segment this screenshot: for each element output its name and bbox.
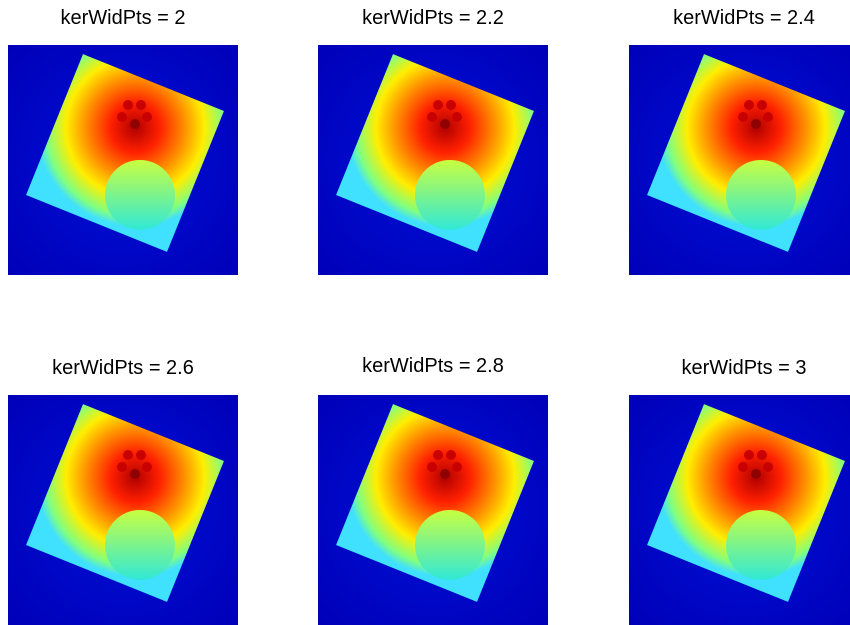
panel-title: kerWidPts = 2 <box>60 7 185 29</box>
image <box>318 45 548 275</box>
figure: kerWidPts = 2 kerWidPts = 2.2 kerWidPts … <box>0 0 850 625</box>
panel-title: kerWidPts = 2.8 <box>362 355 504 377</box>
image <box>8 45 238 275</box>
panel-title: kerWidPts = 2.2 <box>362 7 504 29</box>
panel-title: kerWidPts = 3 <box>681 357 806 379</box>
panel-title: kerWidPts = 2.6 <box>52 357 194 379</box>
panel-title: kerWidPts = 2.4 <box>673 7 815 29</box>
image <box>629 45 850 275</box>
image <box>8 395 238 625</box>
image <box>318 395 548 625</box>
image <box>629 395 850 625</box>
